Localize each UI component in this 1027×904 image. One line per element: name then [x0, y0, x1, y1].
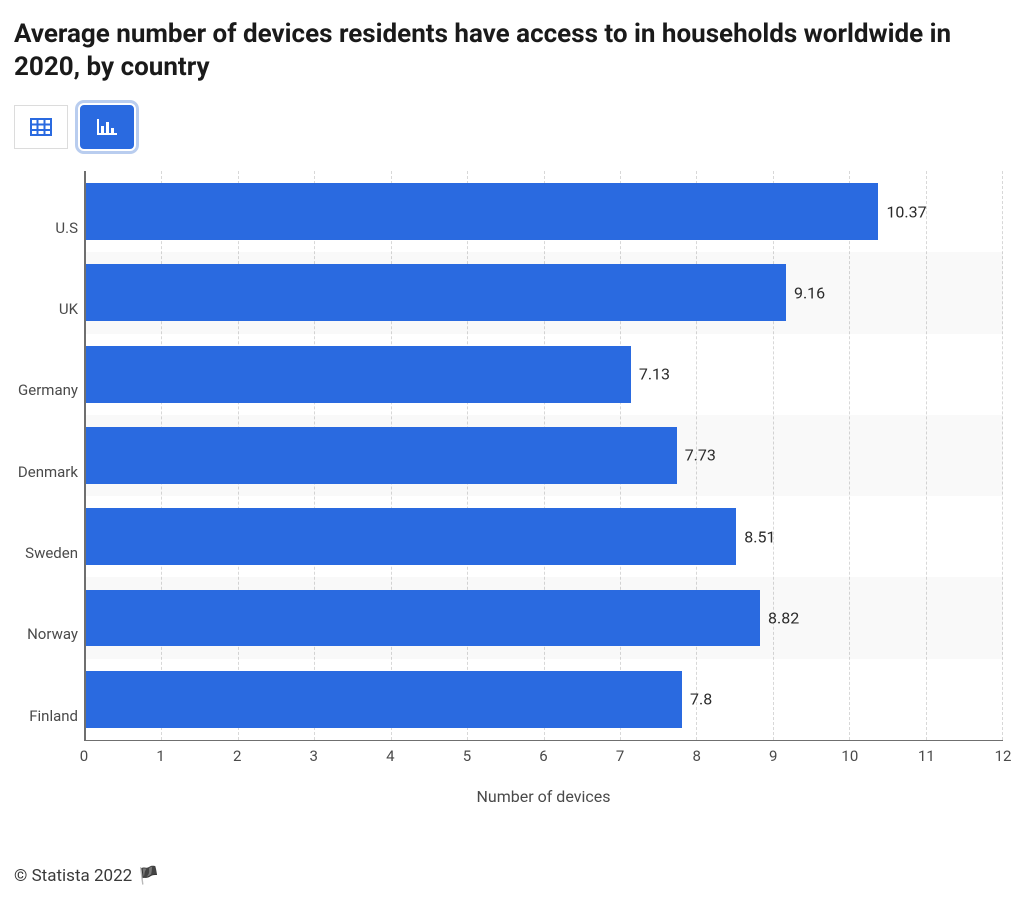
- bar: 7.8: [86, 671, 682, 728]
- category-label: UK: [59, 300, 86, 318]
- bar-value-label: 7.73: [677, 446, 716, 465]
- bar-band: UK9.16: [86, 252, 1003, 333]
- flag-icon: 🏴: [138, 866, 159, 886]
- x-tick-label: 10: [841, 747, 858, 765]
- x-tick-label: 3: [310, 747, 318, 765]
- x-tick-label: 2: [233, 747, 241, 765]
- grid-icon: [30, 118, 52, 136]
- bar: 8.82: [86, 590, 760, 647]
- category-label: Denmark: [18, 463, 86, 481]
- category-label: Norway: [27, 625, 86, 643]
- bar-band: Denmark7.73: [86, 415, 1003, 496]
- bar-value-label: 8.82: [760, 609, 799, 628]
- bar: 10.37: [86, 183, 878, 240]
- x-tick-label: 7: [616, 747, 624, 765]
- bar-value-label: 9.16: [786, 283, 825, 302]
- chart-title: Average number of devices residents have…: [14, 18, 1013, 83]
- bar: 9.16: [86, 264, 786, 321]
- attribution: © Statista 2022 🏴: [14, 866, 1013, 886]
- category-label: U.S: [55, 219, 86, 237]
- x-tick-label: 8: [692, 747, 700, 765]
- bar-band: Finland7.8: [86, 659, 1003, 740]
- x-tick-label: 11: [918, 747, 935, 765]
- bar: 7.13: [86, 346, 631, 403]
- x-tick-label: 1: [156, 747, 164, 765]
- table-view-button[interactable]: [14, 105, 68, 149]
- x-axis-label: Number of devices: [84, 787, 1003, 806]
- x-tick-label: 12: [995, 747, 1012, 765]
- x-tick-label: 4: [386, 747, 394, 765]
- bar-band: Germany7.13: [86, 334, 1003, 415]
- category-label: Sweden: [25, 544, 86, 562]
- chart-area: U.S10.37UK9.16Germany7.13Denmark7.73Swed…: [84, 171, 1003, 806]
- bar-value-label: 10.37: [878, 202, 926, 221]
- x-tick-label: 0: [80, 747, 88, 765]
- view-toolbar: [14, 105, 1013, 149]
- x-tick-label: 9: [769, 747, 777, 765]
- bar-value-label: 8.51: [736, 527, 775, 546]
- bar-bands: U.S10.37UK9.16Germany7.13Denmark7.73Swed…: [86, 171, 1003, 740]
- x-tick-labels: 0123456789101112: [84, 747, 1003, 773]
- x-tick-label: 5: [463, 747, 471, 765]
- category-label: Finland: [29, 707, 86, 725]
- plot-area: U.S10.37UK9.16Germany7.13Denmark7.73Swed…: [84, 171, 1003, 741]
- bar-band: U.S10.37: [86, 171, 1003, 252]
- bar-band: Norway8.82: [86, 577, 1003, 658]
- chart-view-button[interactable]: [80, 105, 134, 149]
- bar-value-label: 7.8: [682, 690, 712, 709]
- bar-chart-icon: [96, 118, 118, 136]
- bar-value-label: 7.13: [631, 365, 670, 384]
- bar: 8.51: [86, 508, 736, 565]
- bar-band: Sweden8.51: [86, 496, 1003, 577]
- bar: 7.73: [86, 427, 677, 484]
- x-tick-label: 6: [539, 747, 547, 765]
- category-label: Germany: [18, 381, 86, 399]
- attribution-text: © Statista 2022: [14, 866, 132, 886]
